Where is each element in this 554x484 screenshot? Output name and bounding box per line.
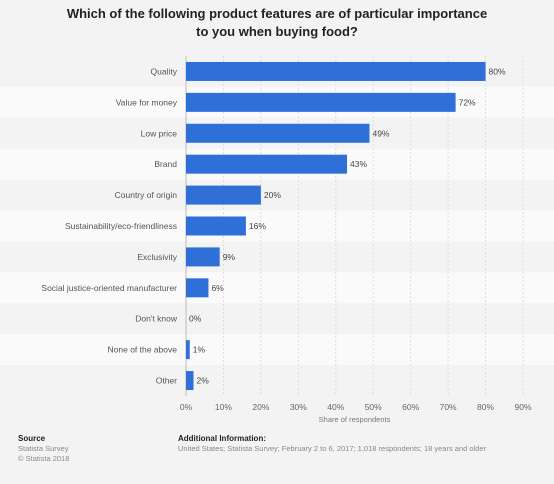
x-tick-label: 80% (477, 402, 494, 412)
bar (186, 123, 370, 143)
row-band (0, 272, 554, 304)
x-tick-label: 20% (252, 402, 269, 412)
category-label: Social justice-oriented manufacturer (41, 283, 177, 293)
data-label: 43% (350, 159, 367, 169)
row-band (0, 179, 554, 211)
bar (186, 92, 456, 112)
category-label: Value for money (116, 97, 178, 107)
category-label: Don't know (135, 314, 178, 324)
bar (186, 340, 190, 360)
x-axis-title: Share of respondents (319, 415, 391, 424)
data-label: 2% (196, 376, 209, 386)
x-tick-label: 50% (365, 402, 382, 412)
category-label: Exclusivity (137, 252, 177, 262)
additional-info-block: Additional Information: United States; S… (178, 434, 486, 454)
row-band (0, 303, 554, 335)
source-block: Source Statista Survey © Statista 2018 (18, 434, 69, 464)
category-label: Low price (141, 128, 178, 138)
category-label: Country of origin (115, 190, 178, 200)
data-label: 16% (249, 221, 266, 231)
data-label: 1% (193, 345, 206, 355)
chart-title-line-1: Which of the following product features … (66, 6, 488, 21)
source-line-1: Statista Survey (18, 444, 69, 453)
additional-info-text: United States; Statista Survey; February… (178, 444, 487, 453)
bar (186, 61, 486, 81)
data-label: 72% (459, 97, 476, 107)
x-tick-label: 40% (327, 402, 344, 412)
data-label: 0% (189, 314, 202, 324)
bar (186, 154, 348, 174)
row-band (0, 241, 554, 273)
data-label: 6% (211, 283, 224, 293)
x-tick-label: 60% (402, 402, 419, 412)
row-band (0, 334, 554, 366)
bar (186, 185, 261, 205)
bar-chart: 0% 10% 20% 30% 40% 50% 60% 70% 80% 90% Quality 80% V… (0, 56, 554, 424)
category-label: None of the above (108, 345, 178, 355)
data-label: 9% (223, 252, 236, 262)
x-tick-label: 10% (215, 402, 232, 412)
chart-title-line-2: to you when buying food? (196, 24, 358, 39)
x-tick-label: 90% (514, 402, 531, 412)
x-tick-label: 30% (290, 402, 307, 412)
chart-title: Which of the following product features … (0, 5, 554, 41)
category-label: Brand (154, 159, 177, 169)
x-tick-label: 70% (440, 402, 457, 412)
category-label: Other (156, 376, 177, 386)
x-tick-label: 0% (180, 402, 193, 412)
data-label: 49% (372, 128, 389, 138)
bar (186, 371, 194, 391)
source-line-2: © Statista 2018 (18, 454, 70, 463)
source-heading: Source (18, 434, 46, 443)
row-band (0, 210, 554, 242)
bar (186, 216, 246, 236)
additional-info-heading: Additional Information: (178, 434, 266, 443)
bar (186, 278, 209, 298)
category-label: Quality (151, 66, 178, 76)
data-label: 80% (489, 66, 506, 76)
row-band (0, 365, 554, 396)
bar (186, 247, 220, 267)
data-label: 20% (264, 190, 281, 200)
category-label: Sustainability/eco-friendliness (65, 221, 177, 231)
